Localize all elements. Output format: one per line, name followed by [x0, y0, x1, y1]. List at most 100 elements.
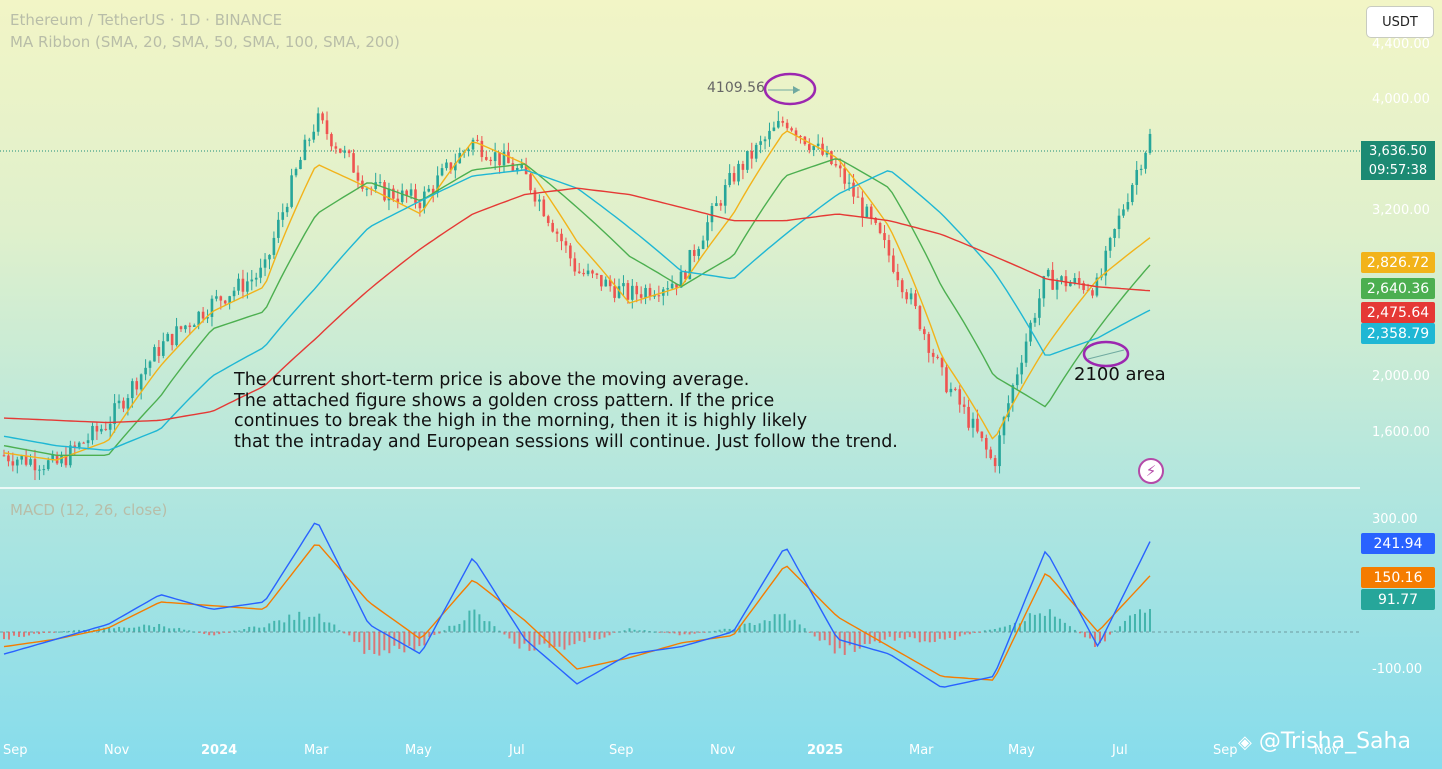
histogram-bar	[943, 631, 946, 640]
candle-body	[954, 388, 957, 390]
candle-body	[20, 455, 23, 460]
candle-body	[807, 144, 811, 151]
x-axis-label: Mar	[909, 743, 934, 758]
histogram-bar	[53, 631, 56, 633]
candle-body	[175, 326, 178, 346]
candle-body	[542, 199, 546, 217]
candle-body	[1029, 322, 1032, 342]
histogram-bar	[58, 631, 61, 633]
histogram-bar	[673, 631, 676, 634]
candle-body	[785, 122, 789, 129]
x-axis-label: Jul	[509, 743, 525, 758]
candle-body	[847, 182, 851, 184]
candle-body	[723, 185, 727, 206]
x-axis-label: Sep	[3, 743, 28, 758]
histogram-bar	[198, 631, 201, 633]
histogram-bar	[348, 631, 351, 636]
candle-body	[843, 168, 846, 184]
candle-body	[1104, 250, 1108, 276]
price-axis-tick: 1,600.00	[1372, 425, 1430, 440]
lightning-icon[interactable]: ⚡	[1138, 458, 1164, 484]
candle-body	[131, 381, 134, 399]
ma-ribbon-legend[interactable]: MA Ribbon (SMA, 20, SMA, 50, SMA, 100, S…	[10, 33, 400, 51]
candle-body	[1038, 298, 1041, 318]
bar-countdown-tag: 09:57:38	[1361, 160, 1435, 180]
candle-body	[290, 175, 293, 207]
candle-body	[989, 449, 993, 459]
candle-body	[644, 287, 647, 298]
histogram-bar	[833, 631, 836, 654]
candle-body	[166, 333, 170, 342]
candle-body	[923, 329, 926, 335]
histogram-bar	[818, 631, 821, 641]
candle-body	[1117, 215, 1121, 230]
candle-body	[608, 279, 612, 287]
candle-body	[746, 150, 749, 170]
candle-body	[533, 190, 537, 202]
histogram-bar	[213, 631, 216, 636]
candle-body	[507, 151, 510, 164]
candle-body	[254, 277, 258, 280]
histogram-bar	[333, 624, 336, 632]
candle-body	[732, 172, 736, 182]
histogram-bar	[8, 631, 11, 640]
candle-body	[11, 461, 15, 466]
histogram-bar	[318, 613, 321, 632]
candle-body	[1046, 269, 1050, 277]
candle-body	[64, 455, 68, 466]
candle-body	[679, 271, 683, 288]
candle-body	[431, 188, 435, 193]
candle-body	[82, 442, 85, 444]
histogram-bar	[908, 631, 911, 638]
candle-body	[1082, 283, 1085, 290]
candle-body	[272, 237, 276, 255]
candle-body	[277, 219, 280, 238]
histogram-bar	[873, 631, 876, 642]
histogram-bar	[33, 631, 36, 634]
candle-body	[135, 381, 139, 390]
histogram-bar	[118, 626, 121, 632]
candle-body	[126, 398, 130, 409]
candle-body	[715, 203, 718, 207]
histogram-bar	[438, 631, 441, 634]
candle-body	[892, 255, 895, 272]
histogram-bar	[38, 631, 41, 635]
histogram-bar	[628, 628, 631, 632]
histogram-bar	[1138, 609, 1141, 632]
candle-body	[108, 423, 112, 430]
histogram-bar	[953, 631, 956, 640]
histogram-bar	[573, 631, 576, 645]
currency-selector-button[interactable]: USDT	[1366, 6, 1434, 38]
candle-body	[706, 222, 709, 241]
candle-body	[24, 455, 28, 465]
histogram-bar	[113, 628, 116, 632]
histogram-bar	[253, 626, 256, 632]
candle-body	[454, 163, 457, 171]
symbol-title[interactable]: Ethereum / TetherUS · 1D · BINANCE	[10, 11, 283, 29]
peak-marker-arrow	[793, 86, 800, 94]
candle-body	[476, 139, 479, 141]
candle-body	[830, 151, 833, 165]
x-axis-label: Nov	[710, 743, 736, 758]
candle-body	[750, 150, 754, 159]
candle-body	[635, 285, 639, 295]
macd-legend[interactable]: MACD (12, 26, close)	[10, 501, 168, 519]
histogram-bar	[1023, 621, 1026, 632]
histogram-bar	[1143, 612, 1146, 632]
histogram-bar	[223, 631, 226, 633]
candle-body	[1020, 362, 1023, 375]
candle-body	[834, 164, 838, 166]
candle-body	[498, 152, 501, 166]
candle-body	[754, 144, 758, 159]
macd-axis-tick: -100.00	[1372, 662, 1423, 677]
histogram-bar	[453, 625, 456, 632]
candle-body	[268, 254, 271, 260]
candle-body	[228, 296, 231, 304]
candle-body	[701, 240, 705, 249]
histogram-bar	[1113, 630, 1116, 632]
histogram-bar	[458, 623, 461, 632]
candle-body	[484, 157, 488, 160]
histogram-bar	[703, 631, 706, 633]
x-axis-label: Jul	[1112, 743, 1128, 758]
